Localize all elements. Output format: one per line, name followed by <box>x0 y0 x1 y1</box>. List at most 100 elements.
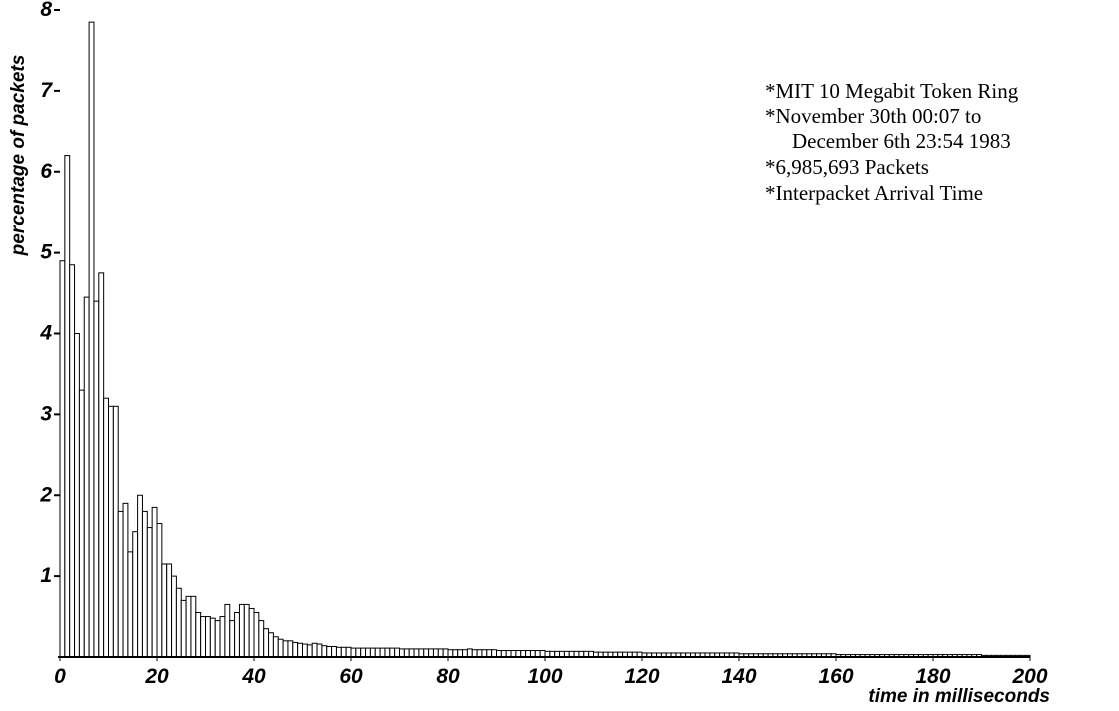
bar <box>399 648 405 658</box>
bar <box>229 620 236 658</box>
bar <box>219 616 226 658</box>
bar <box>462 649 468 658</box>
bar <box>258 620 265 658</box>
y-tick-label: 4 <box>39 322 52 345</box>
bar <box>69 264 76 658</box>
bar <box>238 603 245 658</box>
bar <box>408 648 415 658</box>
annotation: *6,985,693 Packets <box>765 155 929 179</box>
bar <box>83 296 90 658</box>
bar <box>151 506 158 658</box>
bar <box>161 563 168 658</box>
bar <box>243 603 250 658</box>
y-tick-label: 7 <box>40 79 53 102</box>
x-axis-title: time in milliseconds <box>868 686 1050 707</box>
bar <box>190 595 197 658</box>
y-axis-title: percentage of packets <box>8 55 29 257</box>
bar <box>98 272 105 658</box>
x-tick-label: 40 <box>241 665 266 688</box>
bar <box>471 649 478 658</box>
bar <box>195 612 202 658</box>
bar <box>345 646 352 658</box>
bar <box>292 641 299 658</box>
bar <box>59 260 66 658</box>
y-tick-label: 1 <box>40 564 52 587</box>
bar <box>452 649 459 658</box>
bar <box>253 612 260 658</box>
bar <box>365 647 371 658</box>
x-tick-label: 140 <box>721 665 756 688</box>
bar <box>78 389 85 658</box>
bar <box>277 638 284 658</box>
bar <box>437 648 444 658</box>
bar <box>180 599 187 658</box>
bar <box>88 21 95 658</box>
x-tick-label: 20 <box>144 665 169 688</box>
bar <box>117 510 124 658</box>
annotation: *November 30th 00:07 to <box>765 104 981 128</box>
bar <box>432 648 439 658</box>
annotation: *Interpacket Arrival Time <box>765 181 983 205</box>
bar <box>234 612 240 658</box>
bar <box>132 531 139 658</box>
bar <box>335 646 342 658</box>
bar <box>394 647 400 658</box>
bar <box>428 648 434 658</box>
y-tick-label: 6 <box>40 160 52 183</box>
bar <box>64 155 71 658</box>
y-tick-label: 2 <box>39 483 52 506</box>
bar <box>209 617 216 658</box>
x-tick-label: 120 <box>624 665 659 688</box>
bar <box>384 647 391 658</box>
bar <box>374 647 381 658</box>
bar <box>423 648 430 658</box>
x-tick-label: 160 <box>818 665 853 688</box>
bar <box>331 645 337 658</box>
bar <box>214 620 221 658</box>
bar <box>442 648 449 658</box>
bar <box>418 648 425 658</box>
bar <box>389 647 396 658</box>
bar <box>466 648 473 658</box>
bar <box>205 616 211 658</box>
y-tick-label: 8 <box>40 0 52 21</box>
bar <box>457 649 464 658</box>
bar <box>311 642 318 658</box>
x-tick-label: 100 <box>527 665 562 688</box>
x-tick-label: 80 <box>436 665 460 688</box>
bar <box>282 640 289 658</box>
bar <box>200 616 206 658</box>
bar <box>350 647 357 658</box>
bar <box>355 647 362 658</box>
y-tick-label: 5 <box>40 241 52 264</box>
bar <box>272 636 279 658</box>
bar <box>263 628 270 658</box>
bar <box>481 649 488 658</box>
bar <box>413 648 420 658</box>
bar <box>146 527 153 658</box>
bar <box>175 587 182 658</box>
bar <box>122 502 129 658</box>
bar <box>141 510 148 658</box>
bar <box>166 563 173 658</box>
bar <box>112 405 119 658</box>
bar <box>360 647 367 658</box>
bar <box>268 632 274 658</box>
x-tick-label: 60 <box>339 665 363 688</box>
bar <box>74 333 80 658</box>
bar <box>224 603 231 658</box>
bar <box>306 644 313 658</box>
bar <box>171 575 177 658</box>
bar <box>302 643 308 658</box>
bar <box>156 523 163 658</box>
bar <box>379 647 386 658</box>
annotation: December 6th 23:54 1983 <box>792 129 1011 153</box>
bar <box>403 648 410 658</box>
bar <box>137 494 143 658</box>
x-tick-label: 200 <box>1011 665 1047 688</box>
bar <box>369 647 376 658</box>
bar <box>326 645 333 658</box>
bar <box>287 640 294 658</box>
bar <box>248 607 255 658</box>
